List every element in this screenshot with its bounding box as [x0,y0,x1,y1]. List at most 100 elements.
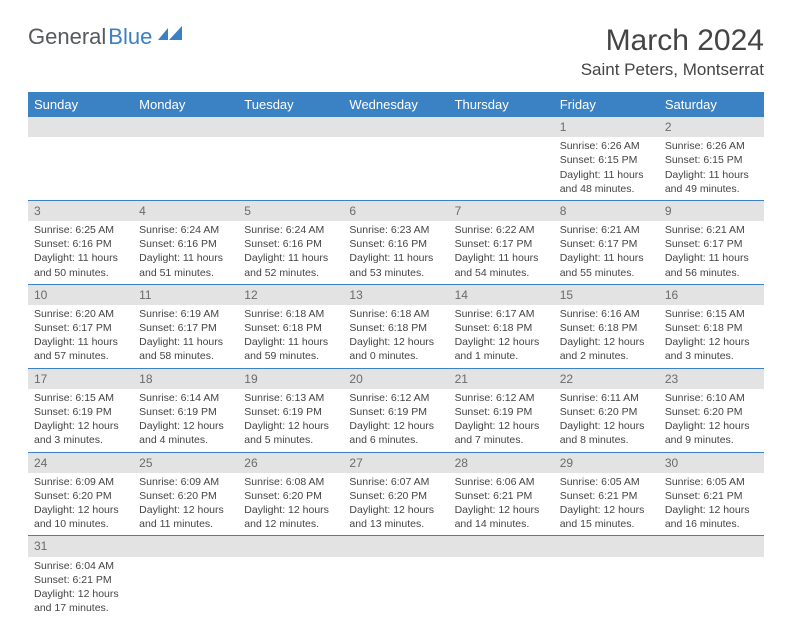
sunrise-line: Sunrise: 6:22 AM [455,223,548,237]
sunrise-line: Sunrise: 6:21 AM [560,223,653,237]
daylight-line: Daylight: 12 hours and 3 minutes. [665,335,758,363]
day-number [238,117,343,137]
day-number [238,536,343,557]
daylight-line: Daylight: 12 hours and 2 minutes. [560,335,653,363]
weekday-header: Thursday [449,92,554,117]
daynum-row: 17181920212223 [28,368,764,389]
day-number: 13 [343,284,448,305]
location: Saint Peters, Montserrat [581,60,764,80]
day-cell: Sunrise: 6:13 AMSunset: 6:19 PMDaylight:… [238,389,343,452]
daylight-line: Daylight: 11 hours and 55 minutes. [560,251,653,279]
day-number: 14 [449,284,554,305]
day-number: 19 [238,368,343,389]
sunset-line: Sunset: 6:21 PM [455,489,548,503]
day-number [343,117,448,137]
sunset-line: Sunset: 6:19 PM [349,405,442,419]
sunset-line: Sunset: 6:17 PM [139,321,232,335]
day-cell: Sunrise: 6:05 AMSunset: 6:21 PMDaylight:… [554,473,659,536]
sunrise-line: Sunrise: 6:08 AM [244,475,337,489]
month-title: March 2024 [581,24,764,58]
day-cell: Sunrise: 6:12 AMSunset: 6:19 PMDaylight:… [343,389,448,452]
sunset-line: Sunset: 6:20 PM [665,405,758,419]
daylight-line: Daylight: 12 hours and 13 minutes. [349,503,442,531]
day-content-row: Sunrise: 6:15 AMSunset: 6:19 PMDaylight:… [28,389,764,452]
sunset-line: Sunset: 6:17 PM [560,237,653,251]
logo-text-general: General [28,24,106,50]
day-content-row: Sunrise: 6:26 AMSunset: 6:15 PMDaylight:… [28,137,764,200]
day-number [659,536,764,557]
day-cell: Sunrise: 6:25 AMSunset: 6:16 PMDaylight:… [28,221,133,284]
daylight-line: Daylight: 12 hours and 7 minutes. [455,419,548,447]
day-number: 23 [659,368,764,389]
sunrise-line: Sunrise: 6:06 AM [455,475,548,489]
logo-text-blue: Blue [108,24,152,50]
day-cell: Sunrise: 6:05 AMSunset: 6:21 PMDaylight:… [659,473,764,536]
daylight-line: Daylight: 12 hours and 9 minutes. [665,419,758,447]
weekday-header: Saturday [659,92,764,117]
day-cell: Sunrise: 6:24 AMSunset: 6:16 PMDaylight:… [133,221,238,284]
day-number: 7 [449,200,554,221]
day-number [28,117,133,137]
day-cell: Sunrise: 6:24 AMSunset: 6:16 PMDaylight:… [238,221,343,284]
sunrise-line: Sunrise: 6:07 AM [349,475,442,489]
day-number [133,117,238,137]
daylight-line: Daylight: 12 hours and 5 minutes. [244,419,337,447]
day-number: 22 [554,368,659,389]
day-cell [133,557,238,620]
day-cell: Sunrise: 6:21 AMSunset: 6:17 PMDaylight:… [659,221,764,284]
day-number [449,117,554,137]
day-cell [659,557,764,620]
day-cell: Sunrise: 6:12 AMSunset: 6:19 PMDaylight:… [449,389,554,452]
sunset-line: Sunset: 6:15 PM [560,153,653,167]
day-number [449,536,554,557]
day-cell: Sunrise: 6:09 AMSunset: 6:20 PMDaylight:… [28,473,133,536]
day-cell [133,137,238,200]
sunset-line: Sunset: 6:16 PM [34,237,127,251]
sunset-line: Sunset: 6:20 PM [139,489,232,503]
sunset-line: Sunset: 6:20 PM [560,405,653,419]
daylight-line: Daylight: 11 hours and 52 minutes. [244,251,337,279]
sunrise-line: Sunrise: 6:10 AM [665,391,758,405]
daylight-line: Daylight: 12 hours and 12 minutes. [244,503,337,531]
daynum-row: 12 [28,117,764,137]
daylight-line: Daylight: 11 hours and 59 minutes. [244,335,337,363]
day-cell [343,557,448,620]
day-cell: Sunrise: 6:22 AMSunset: 6:17 PMDaylight:… [449,221,554,284]
day-number: 30 [659,452,764,473]
sunset-line: Sunset: 6:20 PM [349,489,442,503]
day-number [133,536,238,557]
day-cell: Sunrise: 6:04 AMSunset: 6:21 PMDaylight:… [28,557,133,620]
sunrise-line: Sunrise: 6:15 AM [34,391,127,405]
day-cell: Sunrise: 6:06 AMSunset: 6:21 PMDaylight:… [449,473,554,536]
daylight-line: Daylight: 11 hours and 50 minutes. [34,251,127,279]
day-number: 1 [554,117,659,137]
daylight-line: Daylight: 12 hours and 0 minutes. [349,335,442,363]
daylight-line: Daylight: 12 hours and 17 minutes. [34,587,127,615]
day-cell [238,557,343,620]
day-number: 26 [238,452,343,473]
daylight-line: Daylight: 12 hours and 8 minutes. [560,419,653,447]
daylight-line: Daylight: 11 hours and 54 minutes. [455,251,548,279]
day-content-row: Sunrise: 6:09 AMSunset: 6:20 PMDaylight:… [28,473,764,536]
day-number: 15 [554,284,659,305]
day-number: 5 [238,200,343,221]
daylight-line: Daylight: 12 hours and 11 minutes. [139,503,232,531]
day-number: 6 [343,200,448,221]
day-number: 20 [343,368,448,389]
day-number: 2 [659,117,764,137]
day-number: 12 [238,284,343,305]
sunset-line: Sunset: 6:19 PM [139,405,232,419]
day-number: 18 [133,368,238,389]
day-number: 11 [133,284,238,305]
sunrise-line: Sunrise: 6:17 AM [455,307,548,321]
day-content-row: Sunrise: 6:25 AMSunset: 6:16 PMDaylight:… [28,221,764,284]
daylight-line: Daylight: 12 hours and 6 minutes. [349,419,442,447]
day-cell [343,137,448,200]
sunset-line: Sunset: 6:19 PM [34,405,127,419]
sunrise-line: Sunrise: 6:21 AM [665,223,758,237]
sunset-line: Sunset: 6:20 PM [244,489,337,503]
day-cell: Sunrise: 6:19 AMSunset: 6:17 PMDaylight:… [133,305,238,368]
sunrise-line: Sunrise: 6:12 AM [349,391,442,405]
daylight-line: Daylight: 12 hours and 14 minutes. [455,503,548,531]
day-number: 21 [449,368,554,389]
